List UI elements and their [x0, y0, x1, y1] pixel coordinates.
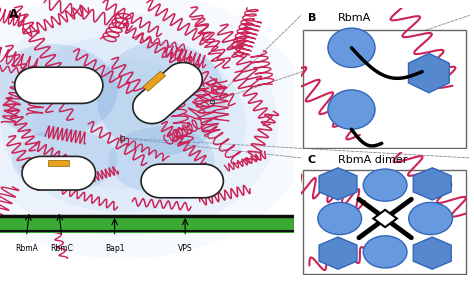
Text: VPS: VPS — [178, 244, 192, 253]
Text: RbmA: RbmA — [15, 244, 38, 253]
Polygon shape — [141, 164, 223, 198]
Bar — [48, 160, 69, 166]
Polygon shape — [133, 63, 202, 124]
Ellipse shape — [0, 44, 118, 137]
Polygon shape — [22, 157, 95, 190]
Polygon shape — [319, 237, 357, 269]
FancyBboxPatch shape — [303, 170, 466, 274]
Circle shape — [318, 202, 362, 235]
Ellipse shape — [33, 59, 214, 189]
Bar — [143, 71, 166, 91]
Ellipse shape — [12, 129, 118, 191]
Polygon shape — [374, 210, 397, 227]
Polygon shape — [413, 237, 451, 269]
Ellipse shape — [0, 36, 246, 212]
Polygon shape — [319, 168, 357, 200]
Bar — [0, 215, 294, 233]
Ellipse shape — [109, 127, 215, 194]
Circle shape — [409, 202, 452, 235]
Text: RbmA: RbmA — [338, 13, 371, 23]
Text: A: A — [9, 8, 18, 21]
Bar — [210, 100, 214, 103]
Polygon shape — [413, 168, 451, 200]
Circle shape — [328, 28, 375, 67]
Circle shape — [363, 169, 407, 201]
Text: Bap1: Bap1 — [105, 244, 124, 253]
Circle shape — [363, 236, 407, 268]
Polygon shape — [409, 53, 449, 93]
FancyBboxPatch shape — [303, 30, 466, 148]
Ellipse shape — [0, 12, 279, 236]
Polygon shape — [15, 67, 103, 103]
Ellipse shape — [0, 0, 311, 259]
Circle shape — [328, 90, 375, 129]
Ellipse shape — [97, 41, 226, 155]
Text: B: B — [308, 13, 316, 23]
Text: C: C — [308, 155, 316, 166]
Text: RbmA dimer: RbmA dimer — [338, 155, 407, 166]
Text: RbmC: RbmC — [50, 244, 73, 253]
Bar — [120, 136, 124, 140]
